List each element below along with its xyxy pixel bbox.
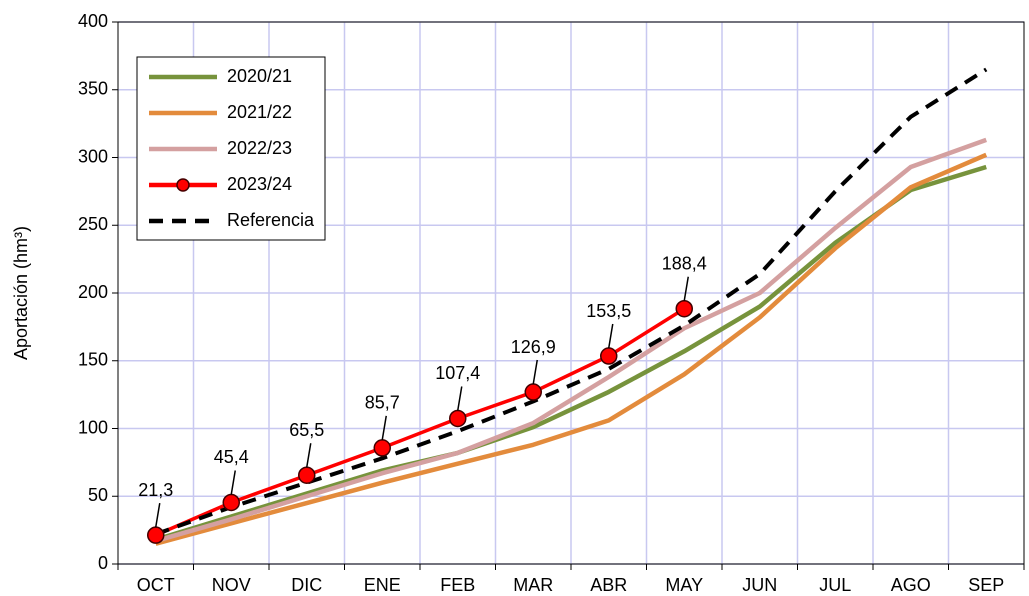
- point-marker: [600, 347, 618, 365]
- legend-label: 2023/24: [227, 174, 292, 194]
- point-marker: [222, 493, 240, 512]
- legend-label: Referencia: [227, 210, 315, 230]
- x-tick-label: ABR: [590, 575, 627, 595]
- label-leader: [683, 276, 689, 301]
- series-line: [155, 307, 686, 537]
- data-label: 188,4: [662, 253, 707, 273]
- y-tick-label: 250: [78, 214, 108, 234]
- label-leader: [532, 359, 538, 385]
- x-tick-label: ENE: [364, 575, 401, 595]
- label-leader: [306, 443, 312, 468]
- series-line: [155, 137, 988, 544]
- y-tick-label: 400: [78, 11, 108, 31]
- x-tick-label: DIC: [291, 575, 322, 595]
- label-leader: [608, 323, 614, 349]
- point-marker: [675, 299, 693, 318]
- legend-label: 2022/23: [227, 138, 292, 158]
- data-label: 21,3: [138, 480, 173, 500]
- point-marker: [373, 439, 391, 457]
- data-label: 45,4: [214, 447, 249, 467]
- y-tick-label: 100: [78, 417, 108, 437]
- legend-label: 2020/21: [227, 66, 292, 86]
- data-label: 126,9: [511, 337, 556, 357]
- point-marker: [449, 409, 467, 428]
- legend-label: 2021/22: [227, 102, 292, 122]
- y-tick-label: 350: [78, 79, 108, 99]
- data-label: 153,5: [586, 301, 631, 321]
- data-label: 85,7: [365, 393, 400, 413]
- x-tick-label: FEB: [440, 575, 475, 595]
- legend-marker: [176, 178, 190, 192]
- point-marker: [298, 466, 316, 484]
- label-leader: [457, 386, 463, 411]
- y-tick-label: 200: [78, 282, 108, 302]
- x-tick-label: SEP: [968, 575, 1004, 595]
- point-marker: [524, 383, 542, 401]
- series-line: [155, 164, 987, 542]
- plot-frame: [117, 21, 1025, 565]
- x-tick-label: MAR: [513, 575, 553, 595]
- y-tick-label: 50: [88, 485, 108, 505]
- x-tick-label: JUN: [742, 575, 777, 595]
- y-axis-label: Aportación (hm³): [11, 226, 31, 360]
- x-tick-label: JUL: [819, 575, 851, 595]
- x-tick-label: MAY: [665, 575, 703, 595]
- series-line: [155, 67, 988, 537]
- y-tick-label: 150: [78, 350, 108, 370]
- x-tick-label: NOV: [212, 575, 251, 595]
- label-leader: [381, 415, 387, 440]
- y-tick-label: 300: [78, 146, 108, 166]
- x-tick-label: AGO: [891, 575, 931, 595]
- data-label: 107,4: [435, 363, 480, 383]
- series-line: [155, 152, 988, 546]
- x-tick-label: OCT: [137, 575, 175, 595]
- label-leader: [230, 470, 236, 495]
- point-marker: [147, 526, 165, 544]
- data-label: 65,5: [289, 420, 324, 440]
- label-leader: [155, 503, 161, 528]
- y-tick-label: 0: [98, 553, 108, 573]
